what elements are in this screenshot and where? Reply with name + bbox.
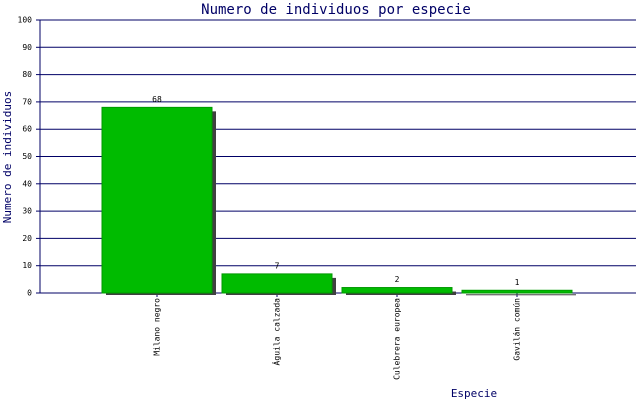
value-label: 2 [395, 275, 400, 284]
bar-shadow [466, 294, 576, 296]
y-tick-label: 0 [27, 289, 32, 298]
y-tick-label: 70 [22, 97, 32, 106]
y-tick-label: 80 [22, 70, 32, 79]
bar [461, 289, 573, 294]
bar [101, 106, 213, 294]
value-label: 7 [275, 261, 280, 270]
y-tick-label: 20 [22, 234, 32, 243]
bar [341, 287, 453, 294]
y-tick-label: 90 [22, 43, 32, 52]
y-tick-label: 30 [22, 207, 32, 216]
y-tick-label: 100 [18, 16, 33, 25]
x-tick-label: Milano negro [153, 298, 162, 356]
chart-title: Numero de individuos por especie [201, 2, 471, 18]
value-label: 1 [515, 278, 520, 287]
value-label: 68 [152, 95, 162, 104]
bar [221, 273, 333, 294]
x-tick-label: Culebrera europea [393, 298, 402, 380]
x-tick-label: Águila calzada [271, 298, 282, 366]
x-axis-label: Especie [451, 387, 497, 400]
y-tick-label: 10 [22, 261, 32, 270]
y-tick-label: 60 [22, 125, 32, 134]
y-tick-label: 40 [22, 179, 32, 188]
y-tick-label: 50 [22, 152, 32, 161]
x-tick-label: Gavilán común [513, 298, 522, 361]
y-axis-label: Numero de individuos [1, 91, 14, 223]
